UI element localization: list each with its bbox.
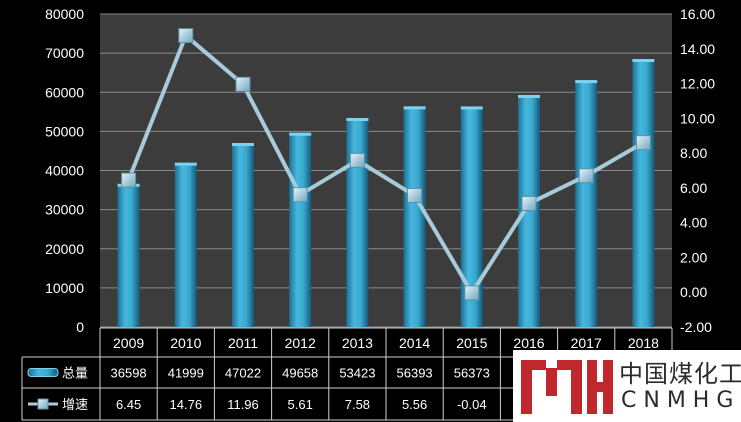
y-left-tick-label: 40000	[45, 163, 84, 179]
table-cell: 6.45	[116, 397, 141, 412]
y-right-tick-label: 10.00	[680, 110, 715, 126]
line-marker	[235, 76, 251, 92]
y-right-tick-label: 2.00	[680, 249, 707, 265]
table-cell: 14.76	[170, 397, 203, 412]
legend-key-bar	[27, 368, 59, 377]
bar	[174, 162, 197, 327]
bar-cap	[518, 94, 540, 98]
line-marker	[464, 285, 480, 301]
line-marker	[407, 188, 423, 204]
bar-cap	[575, 80, 598, 84]
line-marker	[578, 168, 594, 184]
y-right-tick-label: 0.00	[680, 284, 707, 300]
bar-cap	[403, 106, 426, 110]
x-tick-label: 2010	[170, 335, 201, 351]
y-left-tick-label: 80000	[45, 6, 84, 22]
legend-label: 增速	[62, 398, 88, 413]
x-tick-label: 2018	[628, 335, 659, 351]
growth-line	[126, 33, 645, 295]
y-left-tick-label: 70000	[45, 45, 84, 61]
y-left-tick-label: 0	[76, 319, 84, 335]
bar-cap	[174, 162, 197, 166]
x-tick-label: 2014	[399, 335, 430, 351]
y-right-tick-label: 12.00	[680, 76, 715, 92]
bar	[575, 80, 598, 327]
table-cell: 36598	[111, 366, 147, 381]
table-cell: 56373	[454, 366, 490, 381]
line-marker	[178, 28, 194, 44]
legend-label: 总量	[62, 367, 88, 382]
watermark: 中国煤化工 CNMHG	[513, 350, 741, 422]
y-left-tick-label: 50000	[45, 123, 84, 139]
y-left-tick-label: 30000	[45, 202, 84, 218]
line-marker	[292, 187, 308, 203]
x-tick-label: 2012	[285, 335, 316, 351]
bar-cap	[632, 58, 655, 62]
y-right-tick-label: 4.00	[680, 215, 707, 231]
table-cell: 47022	[225, 366, 261, 381]
table-cell: 11.96	[227, 397, 259, 412]
line-marker	[121, 172, 137, 188]
bar-cap	[460, 106, 483, 110]
y-right-tick-label: 14.00	[680, 41, 715, 57]
y-left-tick-label: 10000	[45, 280, 84, 296]
bar	[232, 143, 254, 327]
bar	[346, 117, 369, 327]
x-tick-label: 2013	[342, 335, 373, 351]
table-cell: 5.61	[288, 397, 313, 412]
x-tick-label: 2016	[513, 335, 544, 351]
table-cell: 53423	[339, 366, 375, 381]
x-tick-label: 2015	[456, 335, 487, 351]
x-tick-label: 2011	[228, 335, 258, 351]
table-cell: 56393	[397, 366, 433, 381]
table-cell: 5.56	[402, 397, 427, 412]
y-right-tick-label: 6.00	[680, 180, 707, 196]
bar-cap	[346, 117, 369, 121]
line-marker	[635, 135, 651, 151]
line-marker	[349, 152, 365, 168]
table-cell: -0.04	[457, 397, 487, 412]
bar	[289, 132, 312, 327]
watermark-subtitle: CNMHG	[621, 388, 741, 413]
x-tick-label: 2009	[113, 335, 144, 351]
table-cell: 49658	[282, 366, 318, 381]
table-cell: 7.58	[345, 397, 370, 412]
x-tick-label: 2017	[571, 335, 602, 351]
y-left-tick-label: 60000	[45, 84, 84, 100]
bar	[403, 106, 426, 327]
bar-cap	[232, 143, 254, 147]
y-right-tick-label: -2.00	[680, 319, 712, 335]
watermark-title: 中国煤化工	[619, 360, 741, 388]
table-cell: 41999	[168, 366, 204, 381]
bar-cap	[289, 132, 312, 136]
y-right-tick-label: 16.00	[680, 6, 715, 22]
line-marker	[521, 196, 537, 212]
bar	[117, 183, 140, 327]
y-right-tick-label: 8.00	[680, 145, 707, 161]
legend-key-marker	[37, 398, 49, 410]
y-left-tick-label: 20000	[45, 241, 84, 257]
watermark-logo	[521, 360, 613, 414]
bar	[460, 106, 483, 327]
bar	[632, 58, 655, 328]
